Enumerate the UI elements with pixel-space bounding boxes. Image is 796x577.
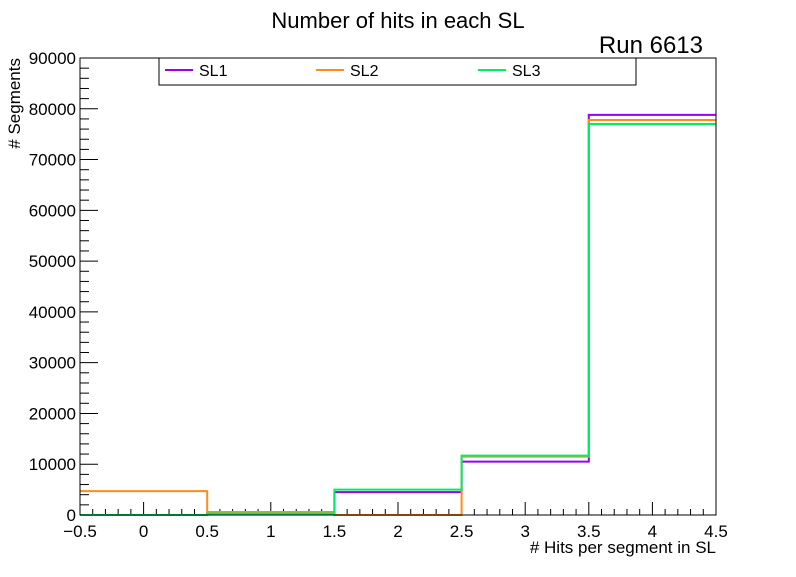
x-tick-label: −0.5 [63, 522, 97, 541]
chart-title: Number of hits in each SL [271, 8, 524, 33]
axes-layer: 0 10000 20000 30000 40000 50000 60000 70000 8000… [29, 49, 728, 541]
legend-label-sl2: SL2 [350, 63, 379, 80]
x-tick-label: 2 [393, 522, 402, 541]
legend: SL1 SL2 SL3 [158, 57, 637, 86]
series-line-sl1 [80, 113, 716, 516]
x-axis-label: # Hits per segment in SL [530, 538, 716, 557]
series-line-sl3 [80, 123, 716, 516]
y-tick-label: 0 [67, 506, 76, 525]
series-layer [80, 113, 716, 516]
x-tick-label: 4.5 [704, 522, 728, 541]
run-annotation: Run 6613 [599, 32, 703, 59]
x-tick-label: 4 [648, 522, 657, 541]
x-tick-label: 0 [139, 522, 148, 541]
series-line-sl2 [80, 118, 716, 516]
legend-label-sl1: SL1 [199, 63, 228, 80]
x-tick-label: 0.5 [195, 522, 219, 541]
y-tick-label: 90000 [29, 49, 76, 68]
x-tick-label: 3.5 [577, 522, 601, 541]
y-tick-label: 60000 [29, 201, 76, 220]
y-tick-label: 40000 [29, 303, 76, 322]
y-tick-label: 10000 [29, 455, 76, 474]
frame-layer [79, 57, 717, 516]
legend-label-sl3: SL3 [512, 63, 541, 80]
y-tick-label: 50000 [29, 252, 76, 271]
y-tick-label: 70000 [29, 151, 76, 170]
plot-frame [79, 57, 717, 516]
x-tick-label: 3 [520, 522, 529, 541]
y-tick-label: 30000 [29, 354, 76, 373]
y-axis-label: # Segments [5, 58, 24, 149]
y-tick-label: 80000 [29, 100, 76, 119]
x-tick-label: 1.5 [323, 522, 347, 541]
x-tick-label: 1 [266, 522, 275, 541]
y-tick-label: 20000 [29, 404, 76, 423]
x-tick-label: 2.5 [450, 522, 474, 541]
legend-box [158, 57, 637, 86]
